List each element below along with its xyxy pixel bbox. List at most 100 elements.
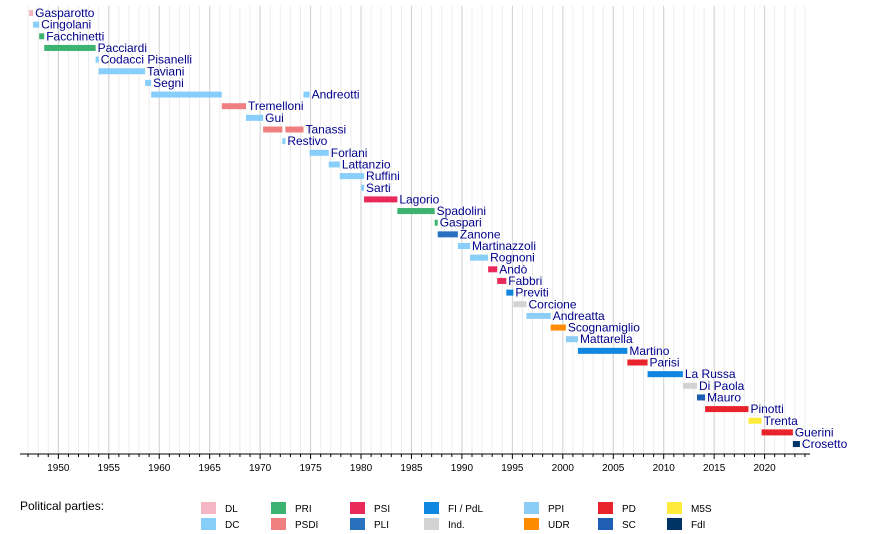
- minister-label: Previti: [515, 286, 548, 300]
- x-tick-label: 1960: [148, 463, 171, 474]
- minister-label: Trenta: [764, 414, 799, 428]
- minister-label: Pacciardi: [98, 41, 147, 55]
- term-bar-andreotti-1: [151, 91, 222, 98]
- term-bar-parisi-1: [627, 359, 648, 366]
- minister-label: Corcione: [528, 297, 576, 311]
- legend-swatch-fi: [424, 502, 439, 514]
- minister-label: Cingolani: [41, 18, 91, 32]
- minister-label: Lagorio: [399, 192, 439, 206]
- term-bar-facchinetti-1: [39, 33, 45, 40]
- minister-label: Andò: [499, 262, 527, 276]
- legend-swatch-pli: [350, 518, 365, 530]
- minister-label: Facchinetti: [46, 29, 104, 43]
- legend-swatch-udr: [524, 518, 539, 530]
- term-bar-guerini-1: [761, 429, 793, 436]
- minister-label: Mattarella: [580, 332, 633, 346]
- term-bar-zanone-1: [437, 231, 458, 238]
- legend-label-ind: Ind.: [448, 520, 465, 531]
- legend-label-m5s: M5S: [691, 504, 712, 515]
- legend-label-pri: PRI: [295, 504, 312, 515]
- term-bar-la-russa-1: [647, 371, 683, 378]
- minister-label: Taviani: [147, 64, 184, 78]
- term-bar-rognoni-1: [469, 254, 489, 261]
- legend-label-pli: PLI: [374, 520, 389, 531]
- term-bar-pacciardi-1: [44, 44, 96, 51]
- term-bar-taviani-1: [98, 68, 146, 75]
- term-bar-spadolini-1: [397, 208, 435, 215]
- term-bar-gasparotto-1: [29, 10, 34, 16]
- minister-label: Di Paola: [699, 379, 745, 393]
- minister-label: Mauro: [707, 390, 741, 404]
- minister-label: Andreotti: [312, 88, 360, 102]
- term-bar-previti-1: [506, 289, 514, 296]
- minister-label: Crosetto: [802, 437, 848, 451]
- term-bar-martinazzoli-1: [457, 243, 470, 249]
- legend-swatch-dl: [201, 502, 216, 514]
- term-bar-gui-1: [246, 114, 264, 121]
- x-tick-label: 1965: [199, 463, 222, 474]
- term-bar-lattanzio-1: [328, 161, 340, 168]
- term-bar-sarti-1: [361, 184, 365, 191]
- term-bar-ruffini-1: [339, 173, 365, 180]
- x-tick-label: 1995: [501, 463, 524, 474]
- minister-label: Sarti: [366, 181, 391, 195]
- x-tick-label: 1975: [299, 463, 322, 474]
- minister-label: Parisi: [650, 356, 680, 370]
- minister-label: Gui: [265, 111, 284, 125]
- minister-label: Gaspari: [440, 216, 482, 230]
- term-bar-codacci-pisanelli-1: [95, 56, 99, 63]
- legend-label-psdi: PSDI: [295, 520, 318, 531]
- x-tick-label: 2015: [703, 463, 726, 474]
- term-bar-di-paola-1: [682, 382, 697, 389]
- x-tick-label: 1985: [400, 463, 423, 474]
- x-tick-label: 2010: [653, 463, 676, 474]
- minister-label: Tanassi: [306, 123, 347, 137]
- term-bar-gaspari-1: [434, 219, 438, 226]
- term-bar-tanassi-2: [285, 126, 304, 133]
- term-bar-restivo-1: [282, 138, 286, 145]
- legend-swatch-ppi: [524, 502, 539, 514]
- minister-label: Restivo: [287, 134, 327, 148]
- legend-swatch-m5s: [667, 502, 682, 514]
- term-bar-scognamiglio-1: [550, 324, 566, 331]
- party-legend: Political parties: DL DC PRI PSDI PSI PLI FI /…: [20, 499, 712, 531]
- minister-label: Martino: [629, 344, 669, 358]
- minister-labels: GasparottoCingolaniFacchinettiPacciardiC…: [35, 6, 847, 451]
- legend-label-pd: PD: [622, 504, 636, 515]
- minister-label: Lattanzio: [342, 157, 391, 171]
- minister-label: Tremelloni: [248, 99, 304, 113]
- term-bar-trenta-1: [748, 417, 762, 424]
- term-bar-andreatta-1: [526, 312, 551, 319]
- legend-label-dc: DC: [225, 520, 239, 531]
- legend-label-fi: FI / PdL: [448, 504, 483, 515]
- term-bar-crosetto-1: [792, 441, 800, 448]
- legend-swatch-pri: [271, 502, 286, 514]
- minister-label: La Russa: [685, 367, 736, 381]
- legend-swatch-psdi: [271, 518, 286, 530]
- term-bar-tremelloni-1: [221, 103, 247, 110]
- minister-label: Forlani: [331, 146, 368, 160]
- term-bar-segni-1: [145, 79, 152, 86]
- year-gridlines: [27, 6, 806, 454]
- legend-label-udr: UDR: [548, 520, 570, 531]
- legend-swatch-dc: [201, 518, 216, 530]
- term-bar-tanassi-1: [263, 126, 283, 133]
- term-bar-cingolani-1: [33, 21, 40, 28]
- legend-label-psi: PSI: [374, 504, 390, 515]
- legend-swatch-fdi: [667, 518, 682, 530]
- minister-label: Rognoni: [490, 251, 535, 265]
- minister-label: Andreatta: [553, 309, 605, 323]
- legend-label-ppi: PPI: [548, 504, 564, 515]
- term-bar-mauro-1: [696, 394, 706, 401]
- minister-label: Codacci Pisanelli: [101, 53, 192, 67]
- legend-swatch-ind: [424, 518, 439, 530]
- x-tick-label: 2005: [602, 463, 625, 474]
- legend-swatch-psi: [350, 502, 365, 514]
- minister-label: Segni: [153, 76, 184, 90]
- term-bar-lagorio-1: [364, 196, 398, 203]
- legend-swatch-pd: [598, 502, 613, 514]
- term-bar-fabbri-1: [497, 277, 507, 284]
- term-bar-martino-1: [577, 347, 628, 354]
- minister-label: Scognamiglio: [568, 321, 640, 335]
